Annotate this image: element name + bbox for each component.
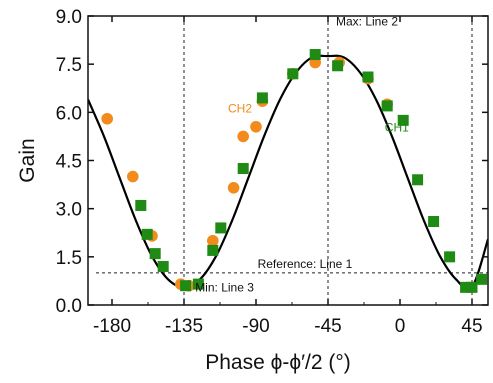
data-point-ch1 bbox=[476, 273, 488, 285]
fit-curve-layer bbox=[88, 54, 488, 291]
y-axis-label: Gain bbox=[16, 138, 39, 182]
data-point-ch2 bbox=[101, 112, 113, 125]
data-points-layer bbox=[101, 49, 488, 293]
data-point-ch1 bbox=[180, 280, 192, 292]
reference-line-label: Reference: Line 1 bbox=[258, 257, 353, 271]
y-tick-label: 3.0 bbox=[56, 200, 82, 221]
plot-frame-layer bbox=[87, 15, 489, 306]
data-point-ch1 bbox=[428, 216, 440, 228]
data-point-ch1 bbox=[466, 281, 478, 293]
series-annotation-ch2: CH2 bbox=[228, 101, 252, 115]
data-point-ch2 bbox=[227, 181, 240, 194]
reference-line-label: Max: Line 2 bbox=[336, 15, 398, 29]
data-point-ch1 bbox=[237, 163, 249, 175]
data-point-ch1 bbox=[460, 281, 472, 293]
data-point-ch1 bbox=[215, 222, 227, 234]
data-point-ch1 bbox=[157, 260, 169, 272]
data-point-ch1 bbox=[192, 278, 204, 290]
data-point-ch1 bbox=[207, 244, 219, 256]
y-tick-label: 0.0 bbox=[56, 296, 82, 317]
data-point-ch2 bbox=[207, 234, 219, 247]
data-point-ch2 bbox=[237, 130, 249, 143]
x-tick-label: 45 bbox=[461, 316, 482, 337]
series-annotation-ch1: CH1 bbox=[385, 121, 409, 135]
data-point-ch2 bbox=[127, 170, 139, 183]
data-point-ch1 bbox=[397, 114, 409, 126]
data-point-ch1 bbox=[362, 71, 374, 83]
chart-text-layer: -180 -135 -90 -45 0 45 0.0 1.5 3.0 4.5 6.0 7.5 9.0 Ph… bbox=[16, 7, 483, 374]
x-tick-label: -135 bbox=[165, 316, 203, 337]
data-point-ch1 bbox=[287, 68, 299, 80]
data-point-ch1 bbox=[444, 251, 456, 263]
data-point-ch1 bbox=[149, 248, 161, 260]
data-point-ch1 bbox=[256, 92, 268, 104]
y-tick-label: 9.0 bbox=[56, 7, 82, 28]
y-tick-label: 6.0 bbox=[56, 103, 82, 124]
data-point-ch1 bbox=[412, 174, 424, 186]
x-tick-label: 0 bbox=[395, 316, 406, 337]
y-tick-label: 4.5 bbox=[56, 152, 82, 173]
reference-lines-layer bbox=[96, 16, 488, 305]
x-axis-label: Phase ϕ-ϕ′/2 (°) bbox=[205, 351, 351, 374]
fit-curve-line bbox=[88, 54, 488, 291]
x-tick-label: -180 bbox=[93, 316, 131, 337]
data-point-ch1 bbox=[309, 49, 321, 61]
data-point-ch2 bbox=[250, 120, 262, 133]
y-tick-label: 1.5 bbox=[56, 248, 82, 269]
x-tick-label: -45 bbox=[314, 316, 341, 337]
data-point-ch1 bbox=[332, 60, 344, 72]
reference-line-label: Min: Line 3 bbox=[195, 281, 254, 295]
x-tick-label: -90 bbox=[242, 316, 269, 337]
data-point-ch1 bbox=[135, 199, 147, 211]
data-point-ch1 bbox=[381, 100, 393, 112]
data-point-ch1 bbox=[141, 228, 153, 240]
y-tick-label: 7.5 bbox=[56, 55, 82, 76]
